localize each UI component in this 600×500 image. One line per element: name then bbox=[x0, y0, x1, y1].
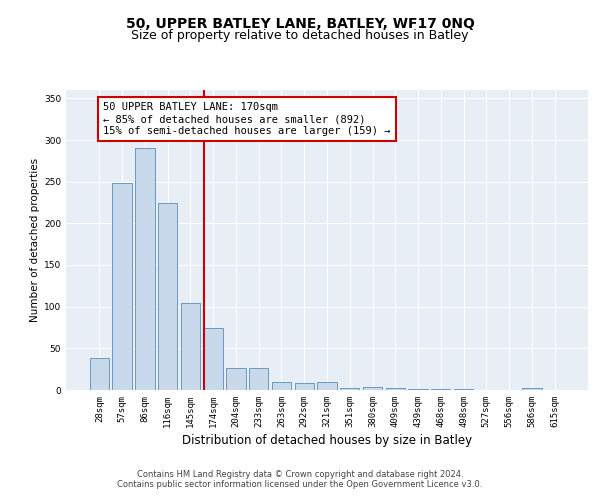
Text: 50, UPPER BATLEY LANE, BATLEY, WF17 0NQ: 50, UPPER BATLEY LANE, BATLEY, WF17 0NQ bbox=[125, 18, 475, 32]
Bar bbox=[203, 328, 223, 390]
Bar bbox=[90, 358, 109, 390]
Bar bbox=[340, 388, 359, 390]
Bar bbox=[317, 382, 337, 390]
Text: 50 UPPER BATLEY LANE: 170sqm
← 85% of detached houses are smaller (892)
15% of s: 50 UPPER BATLEY LANE: 170sqm ← 85% of de… bbox=[103, 102, 391, 136]
Text: Contains public sector information licensed under the Open Government Licence v3: Contains public sector information licen… bbox=[118, 480, 482, 489]
X-axis label: Distribution of detached houses by size in Batley: Distribution of detached houses by size … bbox=[182, 434, 472, 447]
Bar bbox=[431, 389, 451, 390]
Bar bbox=[112, 184, 132, 390]
Bar bbox=[181, 302, 200, 390]
Bar bbox=[272, 382, 291, 390]
Bar bbox=[522, 388, 542, 390]
Bar bbox=[454, 389, 473, 390]
Bar bbox=[295, 384, 314, 390]
Text: Contains HM Land Registry data © Crown copyright and database right 2024.: Contains HM Land Registry data © Crown c… bbox=[137, 470, 463, 479]
Y-axis label: Number of detached properties: Number of detached properties bbox=[30, 158, 40, 322]
Bar bbox=[409, 389, 428, 390]
Bar bbox=[158, 204, 178, 390]
Text: Size of property relative to detached houses in Batley: Size of property relative to detached ho… bbox=[131, 29, 469, 42]
Bar bbox=[226, 368, 245, 390]
Bar bbox=[249, 368, 268, 390]
Bar bbox=[363, 386, 382, 390]
Bar bbox=[386, 388, 405, 390]
Bar bbox=[135, 148, 155, 390]
